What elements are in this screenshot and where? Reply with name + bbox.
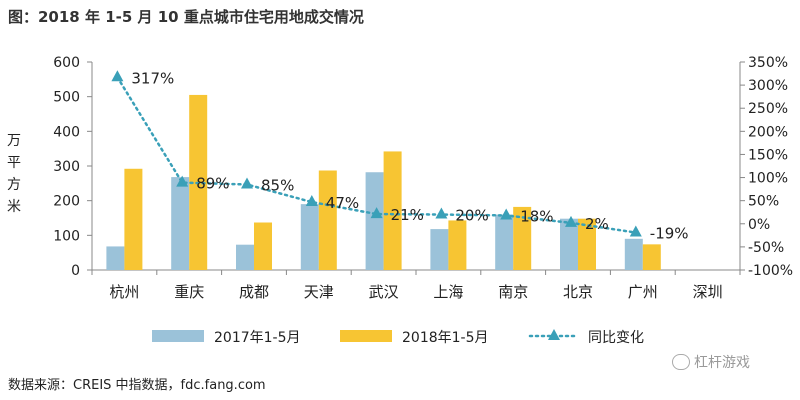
bar-2018 bbox=[383, 151, 402, 270]
category-label: 武汉 bbox=[369, 283, 399, 301]
y2-tick-label: 200% bbox=[748, 124, 788, 140]
yoy-marker bbox=[565, 215, 577, 227]
bar-2017 bbox=[171, 177, 190, 270]
yoy-marker bbox=[500, 208, 513, 220]
watermark: 杠杆游戏 bbox=[672, 352, 750, 372]
yoy-marker bbox=[176, 175, 189, 187]
category-label: 上海 bbox=[433, 283, 463, 301]
bar-2017 bbox=[106, 246, 125, 270]
category-label: 天津 bbox=[304, 283, 334, 301]
category-label: 北京 bbox=[563, 283, 593, 301]
y2-tick-label: 0% bbox=[748, 217, 770, 233]
yoy-marker bbox=[629, 225, 642, 237]
y2-tick-label: 350% bbox=[748, 55, 788, 71]
category-label: 成都 bbox=[239, 283, 269, 301]
bar-2017 bbox=[624, 238, 643, 270]
y2-tick-label: 150% bbox=[748, 147, 788, 163]
legend-label-2018: 2018年1-5月 bbox=[402, 330, 489, 346]
yoy-marker bbox=[435, 207, 448, 219]
yoy-data-label: 21% bbox=[391, 206, 424, 224]
category-label: 广州 bbox=[628, 283, 658, 301]
bar-2018 bbox=[448, 220, 467, 270]
bar-2018 bbox=[254, 222, 272, 270]
y-tick-label: 500 bbox=[53, 90, 80, 106]
yoy-line bbox=[116, 76, 638, 234]
y-tick-label: 600 bbox=[53, 55, 80, 71]
yoy-marker bbox=[370, 207, 383, 219]
bar-2017 bbox=[236, 244, 254, 270]
yoy-data-label: -19% bbox=[650, 225, 689, 243]
yoy-data-label: 85% bbox=[261, 176, 294, 194]
y2-tick-label: 100% bbox=[748, 171, 788, 187]
legend-marker-yoy bbox=[548, 329, 560, 340]
category-label: 杭州 bbox=[109, 283, 139, 301]
yoy-data-label: 47% bbox=[326, 194, 359, 212]
bar-2018 bbox=[318, 170, 337, 270]
bar-2017 bbox=[560, 218, 578, 270]
chart-title: 图：2018 年 1-5 月 10 重点城市住宅用地成交情况 bbox=[8, 8, 364, 26]
legend-label-yoy: 同比变化 bbox=[588, 330, 644, 346]
bar-2018 bbox=[642, 244, 661, 270]
bar-2017 bbox=[365, 172, 384, 270]
yoy-data-label: 18% bbox=[520, 207, 553, 225]
bar-2018 bbox=[578, 218, 596, 270]
bar-2017 bbox=[430, 229, 449, 270]
y2-tick-label: 300% bbox=[748, 78, 788, 94]
y2-tick-label: 50% bbox=[748, 194, 779, 210]
bar-2018 bbox=[124, 168, 143, 270]
y2-tick-label: -50% bbox=[748, 240, 784, 256]
bar-2018 bbox=[513, 206, 532, 270]
watermark-text: 杠杆游戏 bbox=[694, 355, 750, 371]
yoy-marker bbox=[111, 70, 124, 82]
y-tick-label: 100 bbox=[53, 228, 80, 244]
y2-tick-label: 250% bbox=[748, 101, 788, 117]
legend-swatch-2018 bbox=[340, 330, 392, 342]
category-label: 南京 bbox=[498, 283, 528, 301]
yoy-marker bbox=[305, 195, 318, 207]
category-label: 重庆 bbox=[174, 283, 204, 301]
bar-2017 bbox=[495, 214, 514, 270]
wechat-icon bbox=[672, 354, 690, 370]
yoy-data-label: 317% bbox=[131, 69, 174, 87]
bar-2017 bbox=[300, 204, 319, 270]
legend-swatch-2017 bbox=[152, 330, 204, 342]
data-source: 数据来源：CREIS 中指数据，fdc.fang.com bbox=[8, 378, 266, 393]
legend-label-2017: 2017年1-5月 bbox=[214, 330, 301, 346]
yoy-data-label: 20% bbox=[455, 207, 488, 225]
y-axis-label: 万平方米 bbox=[7, 133, 21, 215]
y2-tick-label: -100% bbox=[748, 263, 793, 279]
y-tick-label: 300 bbox=[53, 159, 80, 175]
category-label: 深圳 bbox=[693, 283, 723, 301]
yoy-marker bbox=[241, 177, 253, 189]
y-tick-label: 200 bbox=[53, 194, 80, 210]
yoy-data-label: 2% bbox=[585, 215, 609, 233]
yoy-data-label: 89% bbox=[196, 175, 229, 193]
y-tick-label: 400 bbox=[53, 124, 80, 140]
y-tick-label: 0 bbox=[71, 263, 80, 279]
